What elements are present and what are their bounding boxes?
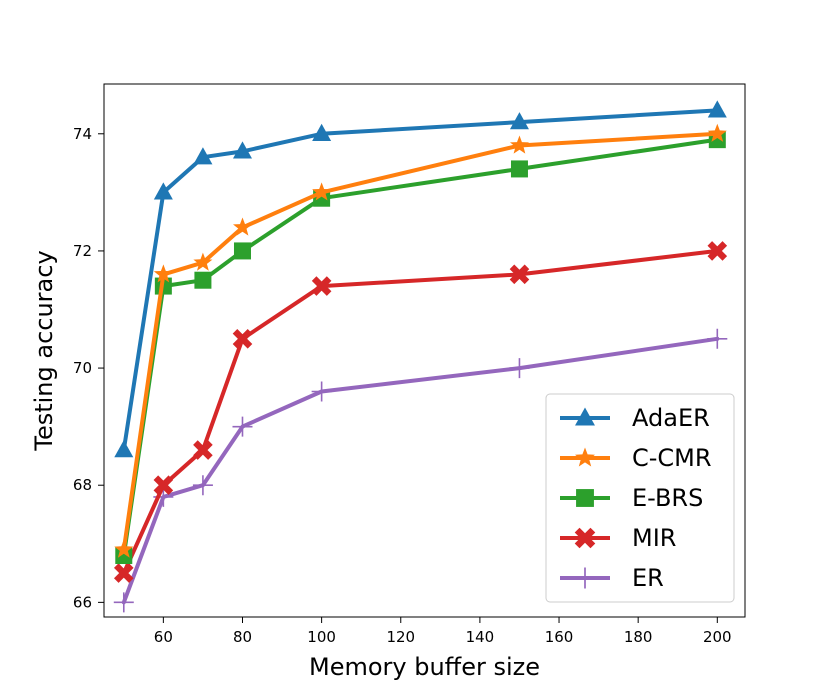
legend-item-e-brs: E-BRS — [560, 484, 703, 512]
x-tick-label: 180 — [624, 628, 653, 646]
data-point-e-brs — [194, 271, 212, 289]
data-point-adaer — [707, 100, 727, 118]
x-axis-label: Memory buffer size — [309, 653, 540, 681]
data-point-mir — [113, 563, 134, 583]
legend-marker — [575, 407, 595, 426]
data-point-c-cmr — [233, 217, 252, 236]
x-axis: 60 80 100 120 140 160 180 200 — [154, 617, 732, 646]
data-point-c-cmr — [707, 123, 727, 142]
legend-label: ER — [632, 564, 664, 592]
data-point-e-brs — [510, 160, 528, 178]
data-point-adaer — [114, 440, 134, 458]
data-point-mir — [232, 328, 253, 349]
data-point-c-cmr — [114, 539, 134, 558]
series-er — [113, 328, 728, 613]
y-axis-label: Testing accuracy — [30, 250, 58, 451]
legend-marker — [574, 567, 596, 589]
data-point-adaer — [312, 123, 332, 141]
x-tick-label: 60 — [154, 628, 173, 646]
data-point-adaer — [153, 182, 173, 200]
data-point-c-cmr — [312, 182, 332, 201]
data-point-adaer — [509, 112, 529, 130]
y-axis: 66 68 70 72 74 — [73, 125, 104, 611]
data-point-c-cmr — [510, 135, 529, 154]
data-point-mir — [153, 475, 174, 496]
y-tick-label: 66 — [73, 593, 92, 611]
legend-item-mir: MIR — [560, 524, 676, 552]
legend-box — [545, 393, 735, 603]
legend-label: MIR — [632, 524, 676, 552]
legend-item-c-cmr: C-CMR — [560, 444, 712, 472]
y-tick-label: 74 — [73, 125, 92, 143]
data-point-adaer — [193, 147, 213, 165]
x-tick-label: 100 — [307, 628, 336, 646]
legend-label: E-BRS — [632, 484, 703, 512]
legend-marker — [574, 527, 596, 549]
series-mir — [113, 241, 728, 583]
x-tick-label: 160 — [545, 628, 574, 646]
data-point-e-brs — [115, 547, 133, 564]
x-tick-label: 120 — [386, 628, 415, 646]
data-point-mir — [509, 264, 530, 285]
data-point-er — [113, 592, 134, 613]
legend-item-adaer: AdaER — [560, 404, 710, 432]
data-point-adaer — [232, 141, 252, 159]
y-tick-label: 72 — [73, 242, 92, 260]
x-tick-label: 140 — [466, 628, 495, 646]
series-layer — [113, 100, 728, 613]
data-point-e-brs — [233, 242, 251, 260]
data-point-er — [192, 475, 213, 496]
plot-frame — [103, 83, 746, 618]
data-point-er — [509, 358, 530, 379]
data-point-c-cmr — [153, 264, 173, 283]
data-point-er — [707, 328, 728, 349]
legend-marker — [575, 447, 595, 467]
y-tick-label: 70 — [73, 359, 92, 377]
series-adaer — [114, 100, 727, 458]
data-point-mir — [193, 440, 213, 460]
data-point-er — [232, 416, 253, 437]
x-tick-label: 80 — [233, 628, 252, 646]
x-tick-label: 200 — [703, 628, 732, 646]
legend: AdaER C-CMR E-BRS MIR ER — [545, 393, 735, 603]
legend-label: AdaER — [632, 404, 710, 432]
data-point-c-cmr — [193, 252, 213, 271]
data-point-er — [311, 381, 332, 402]
y-tick-label: 68 — [73, 476, 92, 494]
data-point-mir — [707, 241, 728, 261]
series-c-cmr — [114, 123, 727, 558]
legend-marker — [576, 489, 594, 507]
data-point-mir — [311, 276, 332, 296]
legend-item-er: ER — [560, 564, 664, 592]
legend-label: C-CMR — [632, 444, 712, 472]
